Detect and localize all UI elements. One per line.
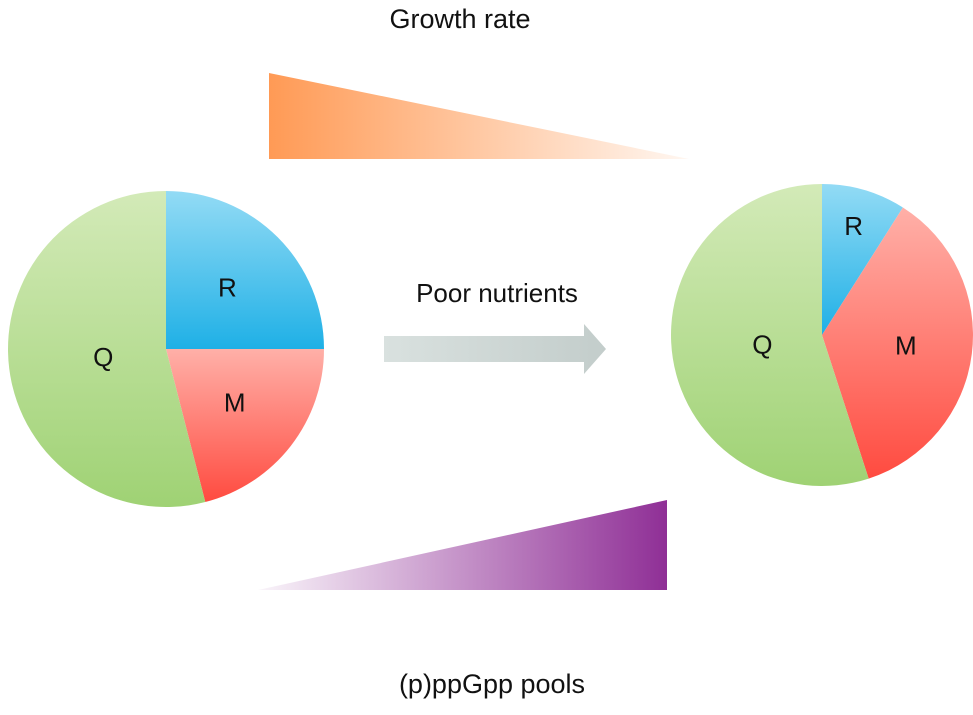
pie1-label-q: Q (93, 342, 113, 372)
pie1-label-m: M (224, 387, 246, 417)
pie2-label-r: R (844, 211, 863, 241)
pie1-slice-q (8, 191, 206, 507)
pie2-slice-r (822, 184, 903, 335)
poor-nutrients-label: Poor nutrients (416, 278, 578, 308)
growth-rate-label: Growth rate (389, 4, 530, 34)
pie2-label-m: M (895, 331, 917, 361)
growth-rate-wedge (269, 73, 689, 159)
pie2-slice-q (671, 184, 869, 486)
pie-chart-poor-nutrients: R M Q (671, 184, 973, 486)
pie1-slice-m (166, 349, 324, 503)
pie2-slice-m (822, 207, 973, 479)
pie-chart-rich-nutrients: R M Q (8, 191, 324, 507)
ppgpp-pools-label: (p)ppGpp pools (399, 669, 585, 699)
pie1-label-r: R (218, 273, 237, 303)
pie2-label-q: Q (752, 329, 772, 359)
ppgpp-pool-wedge (258, 500, 667, 590)
transition-arrow (384, 324, 606, 374)
pie1-slice-r (166, 191, 324, 349)
